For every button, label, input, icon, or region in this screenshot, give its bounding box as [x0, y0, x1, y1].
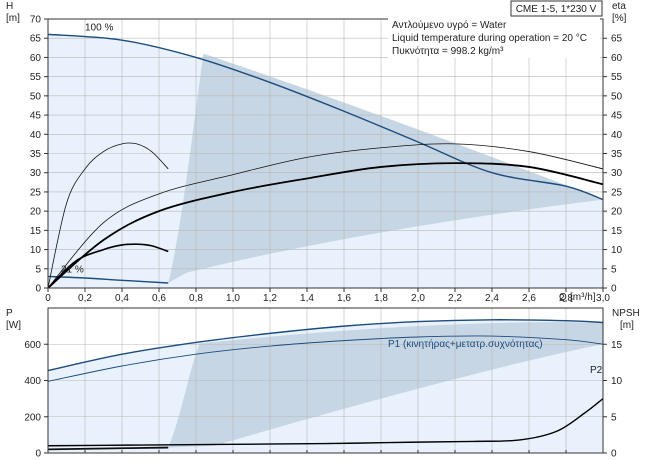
- x-tick-label-4: 0,8: [189, 293, 203, 304]
- y2-tick-label-8: 40: [611, 130, 623, 141]
- x-tick-label-5: 1,0: [226, 293, 240, 304]
- y2-tick-label-10: 50: [611, 91, 623, 102]
- y2-tick-label-5: 25: [611, 187, 623, 198]
- y-tick-label-14: 70: [30, 15, 42, 26]
- title-box: [510, 0, 603, 17]
- y-tick-label-3: 15: [30, 226, 42, 237]
- x-tick-label-11: 2,2: [448, 293, 462, 304]
- y-tick-label-6: 30: [30, 168, 42, 179]
- y-tick-label-10: 50: [30, 91, 42, 102]
- y-tick-label-4: 20: [30, 207, 42, 218]
- x-tick-label-13: 2,6: [522, 293, 536, 304]
- x-tick-label-1: 0,2: [78, 293, 92, 304]
- series-label-p1: P1 (κινητήρας+μετατρ.συχνότητας): [388, 338, 543, 350]
- y2-axis-label-npsh: NPSH: [612, 308, 640, 319]
- area-dark: [168, 53, 603, 284]
- curve-p-min: [48, 446, 169, 451]
- note-density: Πυκνότητα = 998.2 kg/m³: [392, 45, 504, 57]
- y-axis-unit-p: [W]: [6, 320, 21, 331]
- y2-tick-label-6: 30: [611, 168, 623, 179]
- notes-box: [388, 18, 600, 58]
- speed-label-1: 21 %: [61, 265, 84, 276]
- y2-axis-unit-npsh: [m]: [620, 320, 634, 331]
- p-tick-label-2: 400: [24, 376, 41, 387]
- x-axis-unit-q: [m³/h]: [570, 292, 596, 303]
- y-tick-label-13: 65: [30, 34, 42, 45]
- y2-axis-label-eta: eta: [612, 1, 626, 12]
- curve-eta-21-bold: [48, 243, 169, 288]
- npsh-tick-label-1: 5: [611, 412, 617, 423]
- npsh-tick-label-2: 10: [611, 376, 623, 387]
- curve-eta-pump: [48, 162, 603, 288]
- x-tick-label-15: 3,0: [596, 293, 610, 304]
- y-tick-label-12: 60: [30, 53, 42, 64]
- bottom-curves: [48, 319, 603, 451]
- y2-tick-label-2: 10: [611, 245, 623, 256]
- curve-npsh: [48, 398, 603, 447]
- y-tick-label-8: 40: [30, 130, 42, 141]
- x-tick-label-9: 1,8: [374, 293, 388, 304]
- series-label-p2: P2: [590, 365, 603, 376]
- y-tick-label-9: 45: [30, 111, 42, 122]
- curve-p2: [48, 335, 603, 382]
- p-tick-label-1: 200: [24, 412, 41, 423]
- y-axis-unit-h: [m]: [6, 13, 20, 24]
- y2-tick-label-9: 45: [611, 111, 623, 122]
- x-tick-label-6: 1,2: [263, 293, 277, 304]
- y2-tick-label-13: 65: [611, 34, 623, 45]
- operating-range-area: [48, 34, 603, 288]
- speed-label-0: 100 %: [85, 23, 113, 34]
- y2-tick-label-7: 35: [611, 149, 623, 160]
- y-tick-label-5: 25: [30, 187, 42, 198]
- x-tick-label-12: 2,4: [485, 293, 499, 304]
- top-grid: [47, 18, 604, 289]
- npsh-tick-label-0: 0: [611, 449, 617, 460]
- curve-eta-100: [48, 143, 603, 288]
- note-liquid: Αντλούμενο υγρό = Water: [392, 19, 507, 31]
- power-area-dark: [168, 322, 603, 448]
- curve-p1: [48, 319, 603, 372]
- p-tick-label-0: 0: [35, 449, 41, 460]
- y2-tick-label-11: 55: [611, 72, 623, 83]
- y-tick-label-2: 10: [30, 245, 42, 256]
- power-range-area: [48, 319, 603, 453]
- y2-tick-label-1: 5: [611, 264, 617, 275]
- y-axis-label-h: H: [6, 1, 13, 12]
- x-axis-label-q: Q: [559, 292, 567, 303]
- y-tick-label-7: 35: [30, 149, 42, 160]
- x-tick-label-14: 2,8: [559, 293, 573, 304]
- p-tick-label-3: 600: [24, 340, 41, 351]
- y2-axis-unit-eta: [%]: [612, 13, 627, 24]
- curve-h-min: [48, 275, 169, 284]
- y2-tick-label-0: 0: [611, 284, 617, 295]
- x-tick-label-3: 0,6: [152, 293, 166, 304]
- chart-title: CME 1-5, 1*230 V: [516, 4, 597, 15]
- bottom-axes: 0 200 400 600 0 5 10 15: [24, 340, 622, 460]
- y-tick-label-1: 5: [35, 264, 41, 275]
- top-axes: 0 5 10 15 20 25 30 35 40 45 50 55 60 65 70 0 5 10 15 20 25 30…: [30, 15, 623, 305]
- x-tick-label-7: 1,4: [300, 293, 314, 304]
- curve-eta-21-thin: [48, 142, 169, 288]
- npsh-tick-label-3: 15: [611, 340, 623, 351]
- y-axis-label-p: P: [6, 308, 13, 319]
- y-tick-label-0: 0: [35, 284, 41, 295]
- x-tick-label-0: 0: [45, 293, 51, 304]
- y2-tick-label-3: 15: [611, 226, 623, 237]
- y2-tick-label-4: 20: [611, 207, 623, 218]
- y2-tick-label-12: 60: [611, 53, 623, 64]
- x-tick-label-10: 2,0: [411, 293, 425, 304]
- curve-h-max: [48, 33, 603, 201]
- note-temperature: Liquid temperature during operation = 20…: [392, 33, 587, 44]
- x-tick-label-8: 1,6: [337, 293, 351, 304]
- x-tick-label-2: 0,4: [115, 293, 129, 304]
- y-tick-label-11: 55: [30, 72, 42, 83]
- top-curves: 100 % 21 %: [48, 23, 603, 288]
